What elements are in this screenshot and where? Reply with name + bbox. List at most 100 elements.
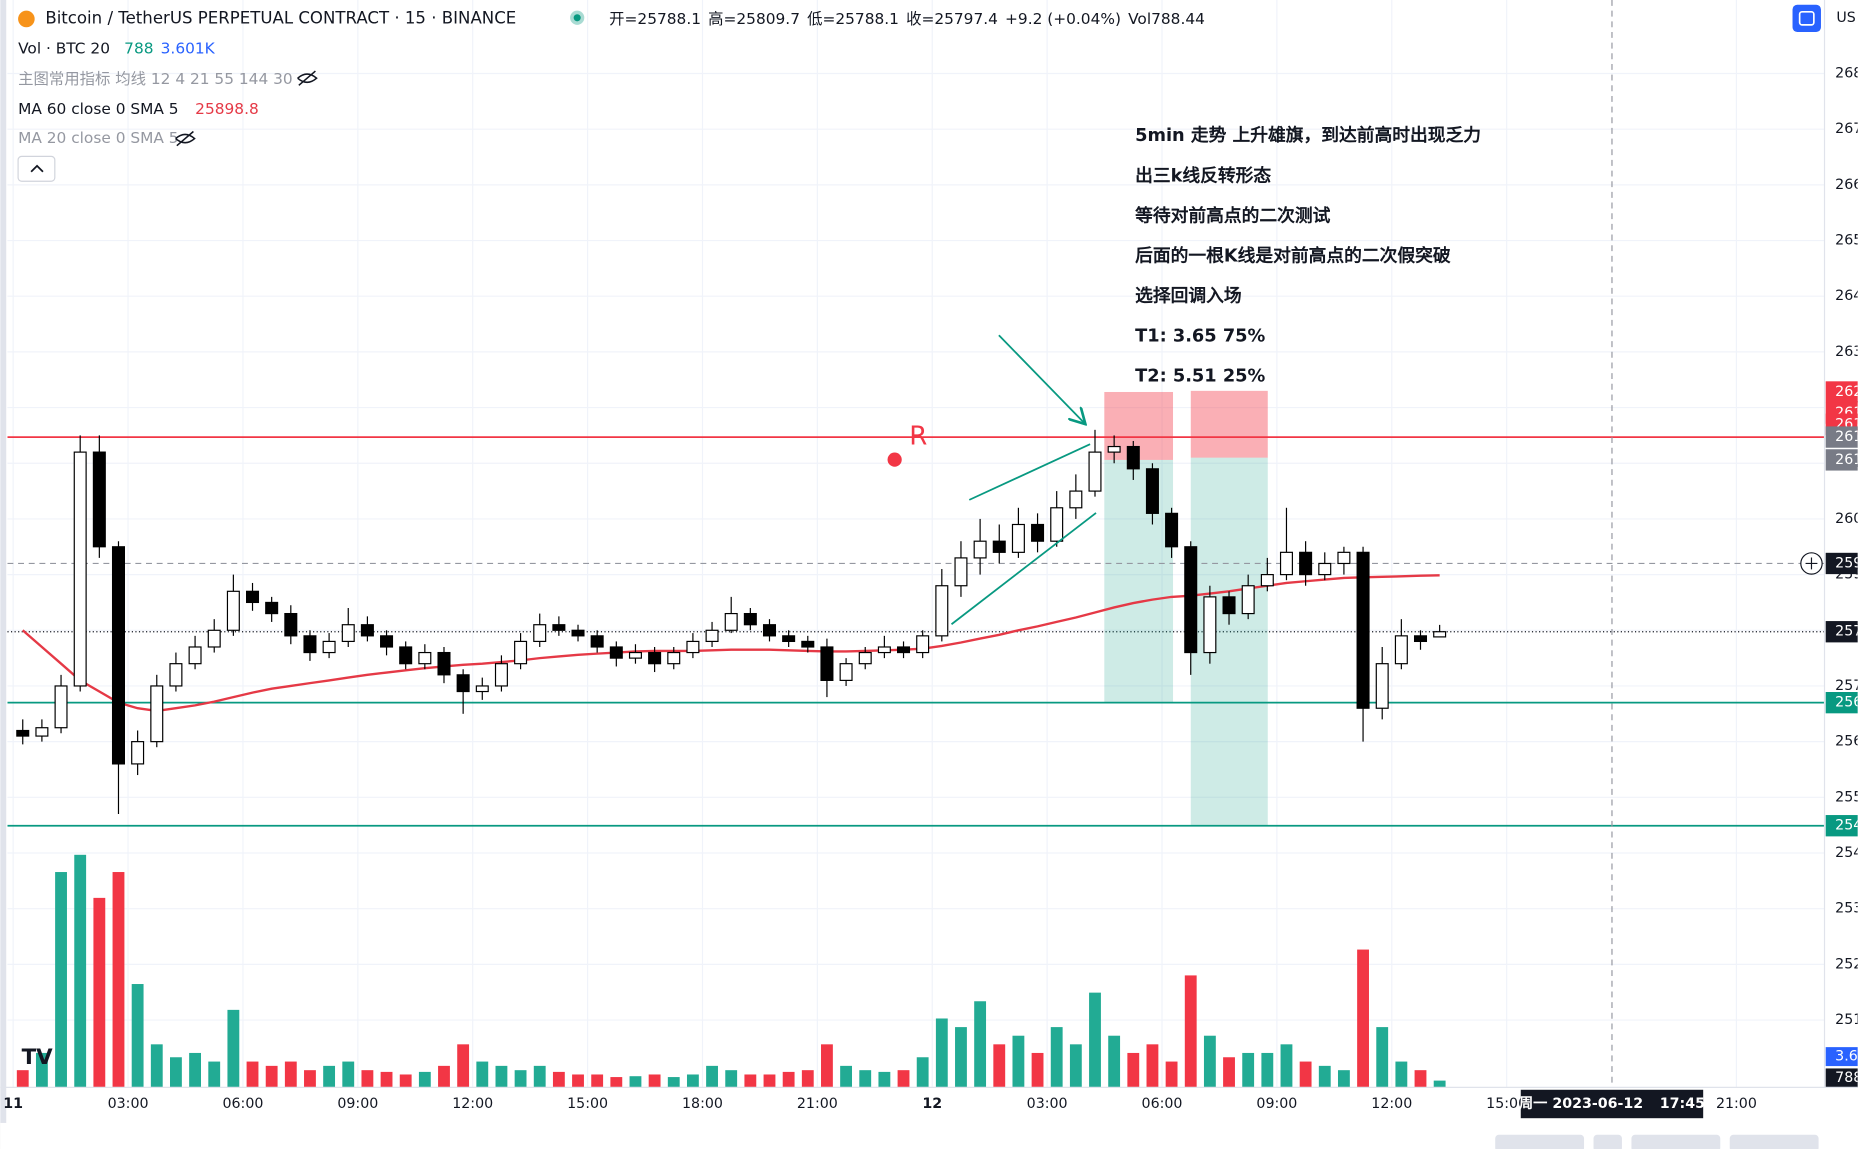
annotation-line: T2: 5.51 25%: [1135, 366, 1265, 386]
volume-bar: [457, 1044, 470, 1088]
candle-body: [341, 624, 355, 643]
candle-body: [667, 651, 681, 665]
candle-body: [1126, 445, 1140, 470]
y-tick-label: 25300: [1835, 901, 1858, 917]
currency-label[interactable]: US: [1836, 10, 1855, 26]
tv-logo[interactable]: TV: [22, 1045, 54, 1070]
flag-lower-line[interactable]: [950, 512, 1097, 625]
candle-body: [1031, 523, 1045, 542]
volume-bar: [1357, 949, 1369, 1088]
arrow-drawing[interactable]: [998, 334, 1084, 423]
candle-body: [437, 651, 451, 676]
y-tick-label: 26400: [1835, 288, 1858, 304]
candle-body: [303, 635, 317, 654]
crosshair-time-box: [1520, 1089, 1704, 1119]
volume-bar: [438, 1065, 450, 1088]
symbol-title[interactable]: Bitcoin / TetherUS PERPETUAL CONTRACT · …: [45, 8, 516, 27]
candle-body: [131, 741, 145, 765]
candle-body: [533, 624, 547, 643]
candle-body: [456, 674, 470, 693]
y-tick-label: 26800: [1835, 65, 1858, 81]
annotation-block[interactable]: 5min 走势 上升雄旗，到达前高时出现乏力出三k线反转形态等待对前高点的二次测…: [1135, 124, 1481, 386]
y-tick-label: 26600: [1835, 177, 1858, 193]
plus-icon: [1805, 557, 1818, 570]
candle-body: [628, 651, 642, 659]
x-tick-label: 18:00: [682, 1096, 723, 1112]
volume-bar: [782, 1071, 795, 1088]
x-tick-label: 15:00: [567, 1096, 608, 1112]
price-axis-labels: 2510025200253002540025500256002570025800…: [1825, 65, 1858, 1088]
candle-body: [1356, 551, 1370, 709]
vol-value: 788.44: [1151, 9, 1205, 27]
volume-bar: [897, 1070, 910, 1088]
target-zone[interactable]: [1104, 459, 1174, 703]
volume-bar: [916, 1057, 929, 1088]
candle-body: [1088, 451, 1102, 492]
volume-bar: [246, 1061, 259, 1088]
hidden-eye-icon[interactable]: [175, 130, 196, 147]
crosshair-time-label: 周一 2023-06-12 17:45: [1519, 1095, 1705, 1112]
indicator-value: 3.601K: [161, 39, 216, 57]
toolbar-button[interactable]: [1495, 1134, 1585, 1149]
collapse-button[interactable]: [17, 155, 56, 182]
volume-bar: [667, 1077, 680, 1088]
volume-bar: [93, 897, 106, 1088]
toolbar-button[interactable]: [1593, 1134, 1622, 1149]
y-tick-label: 25500: [1835, 789, 1858, 805]
volume-bar: [476, 1061, 489, 1088]
candle-body: [1011, 523, 1025, 553]
volume-bar: [878, 1071, 891, 1088]
toolbar-button[interactable]: [1729, 1134, 1819, 1149]
candle-body: [1413, 635, 1428, 643]
flag-upper-line[interactable]: [968, 443, 1091, 501]
y-tick-label: 26500: [1835, 233, 1858, 249]
volume-bar: [323, 1065, 336, 1088]
volume-bar: [1146, 1044, 1159, 1088]
volume-tag: [1825, 1068, 1858, 1088]
volume-bar: [821, 1044, 833, 1088]
candle-body: [992, 540, 1006, 553]
candle-body: [935, 585, 949, 637]
toolbar-button[interactable]: [1631, 1134, 1721, 1149]
volume-bar: [265, 1065, 278, 1088]
volume-bar: [170, 1057, 182, 1088]
y-tick-label: 26000: [1835, 511, 1858, 527]
volume-bar: [840, 1065, 853, 1088]
candle-body: [1165, 512, 1179, 548]
ma20-legend[interactable]: MA 20 close 0 SMA 5: [18, 129, 179, 147]
volume-bar: [591, 1074, 604, 1088]
indicator-group[interactable]: 主图常用指标 均线 12 4 21 55 144 30: [18, 70, 293, 88]
stop-zone[interactable]: [1190, 390, 1268, 458]
alert-icon[interactable]: [887, 452, 902, 467]
candle-body: [150, 685, 164, 743]
ma60-legend[interactable]: MA 60 close 0 SMA 5 25898.8: [18, 99, 259, 117]
target-zone[interactable]: [1190, 457, 1268, 826]
ohlc-value: 25809.7: [736, 9, 800, 27]
candle-body: [1050, 507, 1064, 542]
volume-bar: [514, 1070, 527, 1088]
x-tick-label: 21:00: [1716, 1096, 1757, 1112]
indicator-name: Vol · BTC 20: [18, 39, 110, 57]
candle-body: [552, 624, 566, 631]
volume-ma-tag-label: 3.601K: [1835, 1049, 1858, 1065]
candle-body: [820, 646, 834, 681]
volume-bar: [361, 1070, 374, 1088]
settings-button[interactable]: [1792, 4, 1821, 32]
candle-body: [1241, 585, 1255, 615]
left-edge: [0, 0, 7, 1149]
annotation-line: T1: 3.65 75%: [1135, 326, 1265, 346]
volume-indicator[interactable]: Vol · BTC 20 788 3.601K: [18, 39, 216, 57]
crosshair-price-button[interactable]: [1800, 552, 1823, 575]
volume-bar: [648, 1074, 661, 1088]
candle-body: [954, 557, 968, 587]
resistance-label: R: [909, 422, 927, 452]
candle-body: [839, 663, 853, 681]
volume-bar: [552, 1071, 565, 1088]
indicator-value: 788: [124, 39, 153, 57]
hidden-eye-icon[interactable]: [297, 70, 318, 86]
x-tick-label: 09:00: [1256, 1096, 1297, 1112]
candle-body: [514, 640, 528, 665]
x-tick-label: 06:00: [1142, 1096, 1183, 1112]
candle-body: [322, 640, 336, 654]
